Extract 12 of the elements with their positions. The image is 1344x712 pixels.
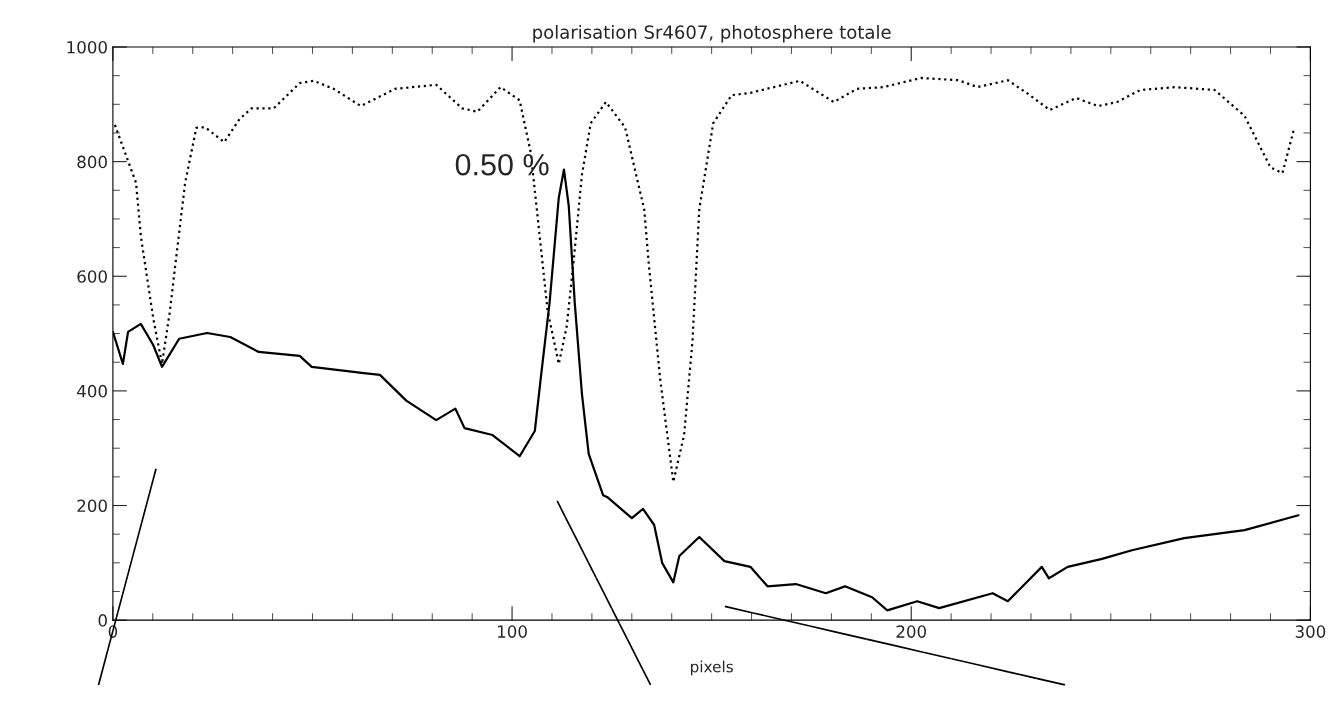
y-tick-label: 1000 [67,40,107,54]
x-tick-label: 100 [497,625,527,638]
chart-title: polarisation Sr4607, photosphere totale [533,24,891,43]
x-tick-label: 200 [896,625,927,638]
y-tick-label: 800 [77,155,107,169]
annotation: 0.50 % [455,153,549,176]
y-tick-label: 200 [77,499,107,513]
x-tick-label: 300 [1295,625,1326,638]
y-tick-label: 0 [98,614,107,627]
y-tick-label: 400 [77,384,107,398]
x-axis-title: pixels [690,660,733,676]
y-tick-label: 600 [77,270,107,283]
